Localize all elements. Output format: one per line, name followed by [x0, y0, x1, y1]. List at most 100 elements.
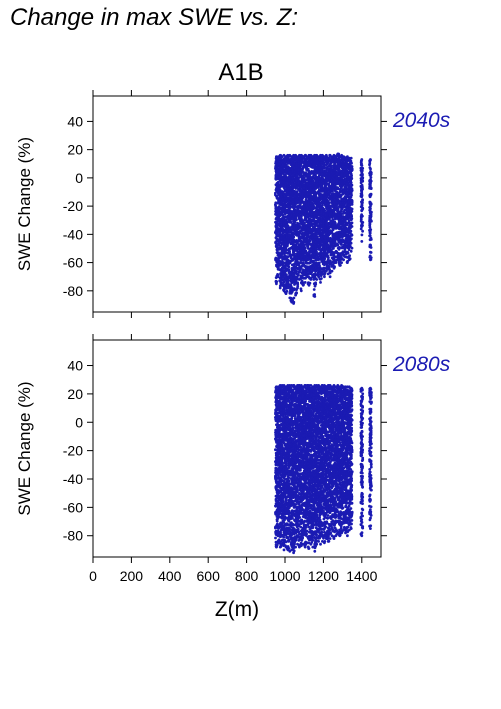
y-tick-label: -40	[63, 226, 83, 242]
data-point	[322, 252, 325, 256]
data-point	[285, 244, 289, 248]
data-point	[347, 258, 351, 262]
data-point	[284, 220, 287, 224]
data-point	[282, 280, 285, 284]
data-point	[312, 288, 316, 291]
data-point	[306, 219, 310, 223]
data-point	[316, 179, 320, 183]
data-point	[281, 250, 285, 254]
data-point	[328, 275, 332, 279]
data-point	[289, 296, 293, 300]
data-point	[340, 261, 343, 264]
data-point	[312, 164, 316, 168]
data-point	[289, 259, 293, 263]
data-point	[275, 220, 279, 224]
data-point	[311, 205, 314, 209]
data-point	[300, 276, 303, 280]
data-point	[349, 185, 353, 188]
data-point	[284, 247, 288, 251]
data-point	[312, 282, 316, 286]
data-point	[276, 180, 280, 184]
data-point	[343, 187, 347, 190]
data-point	[279, 261, 283, 264]
data-point	[315, 233, 318, 237]
data-point	[336, 152, 340, 156]
panel-period-label: 2040s	[392, 109, 451, 132]
data-point	[323, 257, 326, 260]
data-point	[299, 268, 302, 272]
data-point	[277, 162, 281, 166]
data-point	[286, 263, 289, 267]
data-point	[303, 281, 307, 284]
data-point	[293, 270, 297, 273]
panel-title: A1B	[218, 59, 263, 86]
data-point	[291, 235, 295, 239]
data-point	[301, 283, 305, 287]
data-point	[276, 218, 280, 222]
data-point	[289, 275, 293, 279]
y-axis-label: SWE Change (%)	[15, 137, 34, 271]
data-point	[324, 153, 328, 157]
data-point	[295, 218, 298, 222]
data-point	[278, 185, 282, 189]
data-point	[277, 266, 280, 269]
data-point	[274, 210, 277, 213]
data-point	[302, 240, 306, 244]
data-point	[347, 214, 350, 218]
data-point	[342, 258, 345, 262]
data-point	[341, 250, 345, 254]
data-point	[304, 238, 308, 241]
data-point	[287, 233, 291, 237]
data-point	[286, 261, 289, 265]
data-point	[349, 171, 352, 175]
data-point	[349, 156, 353, 160]
data-point	[310, 231, 314, 235]
data-point	[278, 207, 281, 211]
data-point	[281, 264, 285, 268]
data-point	[286, 279, 290, 283]
data-point	[330, 189, 334, 192]
data-point	[319, 281, 322, 284]
data-point	[297, 231, 300, 235]
data-point	[292, 238, 295, 242]
data-point	[300, 220, 304, 223]
data-point	[305, 157, 309, 161]
data-point	[299, 289, 303, 293]
data-point	[279, 167, 283, 171]
figure-title: Change in max SWE vs. Z:	[10, 4, 299, 31]
data-point	[330, 269, 334, 273]
data-point	[284, 164, 288, 168]
data-point	[335, 172, 339, 176]
data-point	[326, 246, 329, 250]
data-point	[328, 268, 331, 272]
data-point	[318, 270, 322, 274]
data-point	[314, 235, 318, 239]
data-point	[349, 200, 353, 204]
data-point	[281, 177, 285, 181]
data-point	[337, 165, 341, 169]
data-point	[323, 209, 327, 213]
data-point	[310, 176, 314, 180]
data-point	[282, 205, 285, 209]
data-point	[346, 261, 349, 264]
data-point	[306, 167, 310, 171]
data-point	[282, 153, 286, 157]
data-point	[305, 261, 308, 265]
data-point	[313, 219, 317, 223]
data-point	[331, 228, 335, 232]
data-point	[301, 261, 305, 265]
data-point	[349, 213, 353, 217]
data-point	[277, 246, 281, 250]
data-point	[341, 159, 345, 163]
data-point	[283, 173, 287, 177]
data-point	[349, 226, 352, 230]
data-point	[330, 241, 333, 245]
data-point	[334, 261, 338, 264]
data-point	[279, 193, 283, 197]
data-point	[308, 239, 312, 243]
data-point	[337, 247, 341, 251]
data-point	[338, 264, 342, 267]
data-point	[350, 233, 354, 237]
